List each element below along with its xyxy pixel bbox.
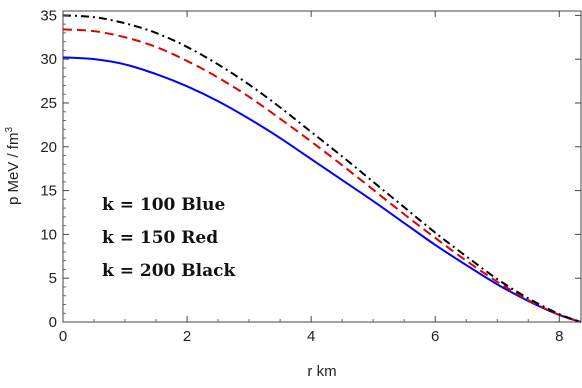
- x-axis-title: r km: [307, 363, 336, 380]
- y-tick-label: 35: [40, 7, 57, 24]
- x-tick-label: 0: [59, 328, 67, 345]
- y-tick-label: 5: [49, 270, 57, 287]
- y-axis-title: p MeV / fm3: [4, 127, 22, 206]
- y-tick-label: 25: [40, 95, 57, 112]
- annotation-k100: k = 100 Blue: [102, 195, 225, 215]
- x-tick-label: 4: [307, 328, 315, 345]
- x-tick-label: 6: [431, 328, 439, 345]
- y-axis-title-superscript: 3: [4, 127, 15, 133]
- y-tick-label: 20: [40, 139, 57, 156]
- y-axis-title-main: p MeV / fm: [5, 133, 22, 206]
- plot-frame: [62, 10, 582, 323]
- series-line-0: [62, 56, 582, 323]
- series-line-2: [62, 14, 582, 323]
- y-tick-label: 0: [49, 314, 57, 331]
- y-tick-label: 10: [40, 226, 57, 243]
- x-tick-label: 2: [183, 328, 191, 345]
- annotation-k150: k = 150 Red: [102, 228, 218, 248]
- x-tick-label: 8: [555, 328, 563, 345]
- annotation-k200: k = 200 Black: [102, 261, 236, 281]
- y-tick-label: 15: [40, 183, 57, 200]
- y-tick-label: 30: [40, 51, 57, 68]
- series-line-1: [62, 28, 582, 323]
